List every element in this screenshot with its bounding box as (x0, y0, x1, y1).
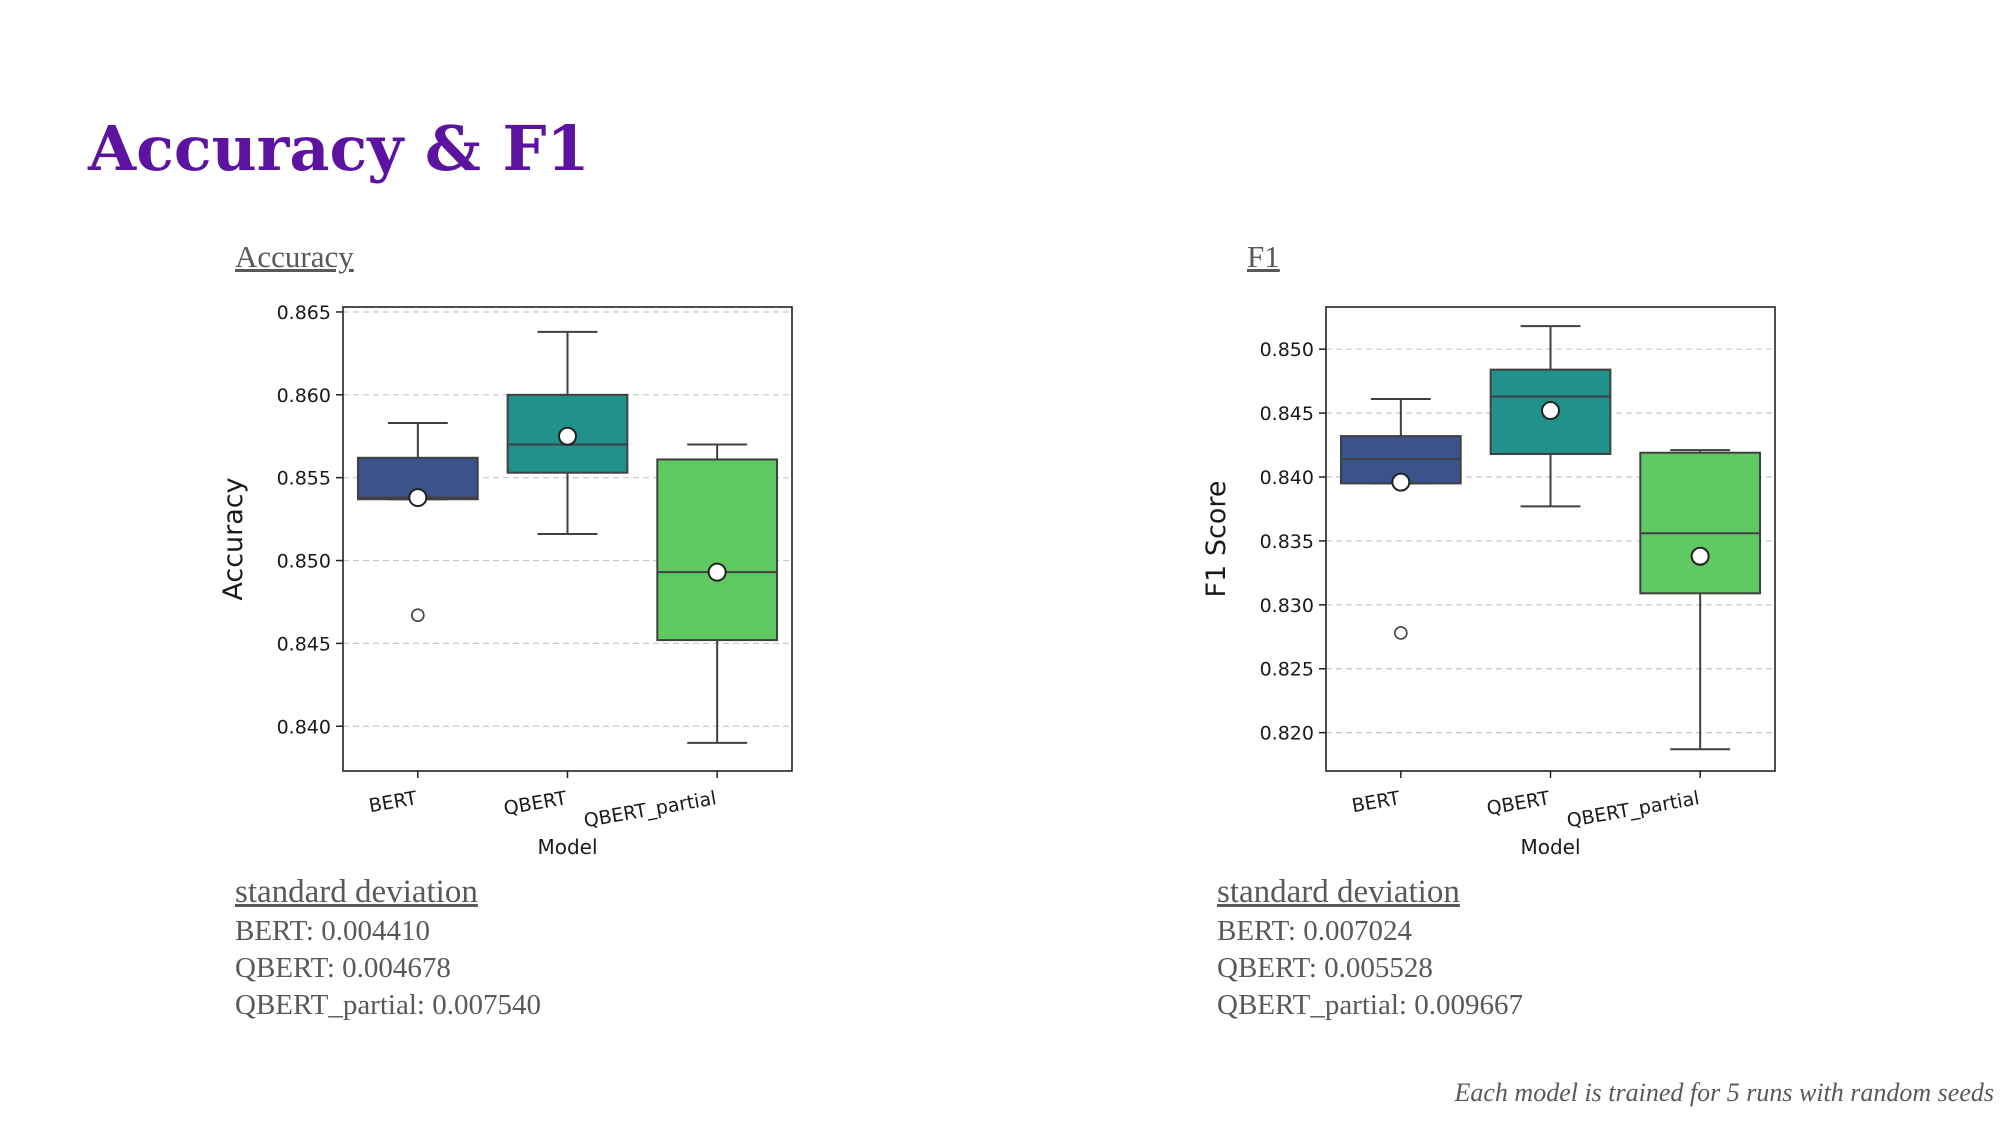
box-qbert (1489, 325, 1612, 508)
x-axis-label: Model (1520, 835, 1580, 859)
mean-marker (1690, 546, 1710, 566)
box-qbert-partial (1639, 449, 1762, 751)
f1-std-block: standard deviation BERT: 0.007024 QBERT:… (1217, 876, 1523, 1020)
x-tick-label: BERT (1350, 787, 1402, 817)
x-axis-label: Model (537, 835, 597, 859)
box-bert (356, 422, 479, 623)
accuracy-std-heading: standard deviation (235, 874, 478, 910)
y-tick-label: 0.835 (1260, 531, 1314, 553)
mean-marker (1541, 401, 1560, 421)
f1-std-qbert: QBERT: 0.005528 (1217, 952, 1433, 984)
y-axis-label: Accuracy (218, 477, 249, 600)
y-tick-label: 0.860 (277, 385, 331, 407)
f1-caption: F1 (1247, 239, 1280, 274)
y-tick-label: 0.840 (277, 716, 331, 738)
y-tick-label: 0.855 (277, 468, 331, 490)
accuracy-std-qbert-partial: QBERT_partial: 0.007540 (235, 989, 541, 1021)
y-tick-label: 0.850 (277, 551, 331, 573)
accuracy-box-plot: 0.840 0.845 0.850 0.855 0.860 0.865 BERT QBERT Q… (218, 302, 793, 859)
f1-std-heading: standard deviation (1217, 874, 1460, 910)
y-tick-label: 0.820 (1260, 723, 1314, 745)
iqr-box (1639, 451, 1762, 595)
y-tick-label: 0.840 (1260, 467, 1314, 489)
x-tick-label: QBERT (502, 787, 569, 820)
accuracy-std-bert: BERT: 0.004410 (235, 915, 430, 947)
box-qbert-partial (656, 443, 779, 744)
accuracy-caption: Accuracy (235, 239, 354, 274)
y-tick-label: 0.830 (1260, 595, 1314, 617)
outlier-point (1394, 626, 1408, 640)
y-tick-label: 0.825 (1260, 659, 1314, 681)
y-tick-label: 0.850 (1260, 339, 1314, 361)
accuracy-std-block: standard deviation BERT: 0.004410 QBERT:… (235, 876, 541, 1020)
mean-marker (1391, 472, 1411, 492)
x-tick-label: QBERT_partial (582, 787, 718, 832)
y-tick-label: 0.845 (1260, 403, 1314, 425)
y-tick-label: 0.865 (277, 302, 331, 324)
accuracy-std-qbert: QBERT: 0.004678 (235, 952, 451, 984)
x-tick-label: QBERT_partial (1565, 787, 1701, 832)
y-axis-label: F1 Score (1201, 481, 1232, 598)
f1-std-qbert-partial: QBERT_partial: 0.009667 (1217, 989, 1523, 1021)
footnote: Each model is trained for 5 runs with ra… (1454, 1078, 1995, 1107)
iqr-box (656, 458, 779, 642)
box-bert (1339, 398, 1462, 640)
slide-title: Accuracy & F1 (88, 112, 590, 185)
y-tick-label: 0.845 (277, 633, 331, 655)
outlier-point (411, 608, 425, 623)
x-tick-label: BERT (367, 787, 419, 817)
mean-marker (558, 426, 577, 446)
box-qbert (506, 330, 629, 536)
mean-marker (707, 562, 727, 582)
x-tick-label: QBERT (1485, 787, 1552, 820)
f1-box-plot: 0.820 0.825 0.830 0.835 0.840 0.845 0.850 BERT Q… (1201, 306, 1776, 859)
f1-std-bert: BERT: 0.007024 (1217, 915, 1412, 947)
mean-marker (408, 488, 428, 508)
